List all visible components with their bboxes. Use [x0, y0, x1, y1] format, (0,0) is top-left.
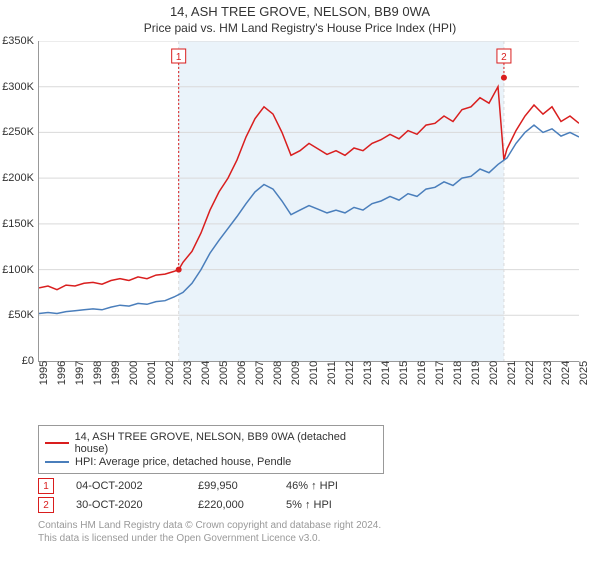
x-tick-label: 2006 — [236, 361, 248, 385]
y-tick-label: £200K — [2, 172, 34, 184]
footer: Contains HM Land Registry data © Crown c… — [38, 519, 600, 545]
sale-pct: 5% ↑ HPI — [286, 499, 366, 511]
sales-table: 1 04-OCT-2002 £99,950 46% ↑ HPI 2 30-OCT-2020… — [38, 478, 600, 513]
x-tick-label: 2022 — [524, 361, 536, 385]
footer-line: Contains HM Land Registry data © Crown c… — [38, 519, 600, 532]
legend-row: 14, ASH TREE GROVE, NELSON, BB9 0WA (det… — [45, 431, 377, 455]
x-tick-label: 2017 — [434, 361, 446, 385]
legend-label: 14, ASH TREE GROVE, NELSON, BB9 0WA (det… — [75, 431, 377, 455]
x-tick-label: 2000 — [128, 361, 140, 385]
x-tick-label: 2007 — [254, 361, 266, 385]
legend-row: HPI: Average price, detached house, Pend… — [45, 456, 377, 468]
x-tick-label: 2014 — [380, 361, 392, 385]
sale-row: 1 04-OCT-2002 £99,950 46% ↑ HPI — [38, 478, 600, 494]
y-tick-label: £350K — [2, 35, 34, 47]
sale-price: £99,950 — [198, 480, 264, 492]
plot-area: 12 — [38, 41, 579, 362]
chart-subtitle: Price paid vs. HM Land Registry's House … — [0, 21, 600, 35]
legend-swatch — [45, 442, 69, 444]
x-tick-label: 2011 — [326, 361, 338, 385]
sale-marker-box: 1 — [38, 478, 54, 494]
sale-date: 30-OCT-2020 — [76, 499, 176, 511]
sale-pct: 46% ↑ HPI — [286, 480, 366, 492]
y-axis: £0£50K£100K£150K£200K£250K£300K£350K — [0, 41, 36, 361]
sale-price: £220,000 — [198, 499, 264, 511]
x-tick-label: 2001 — [146, 361, 158, 385]
x-tick-label: 2020 — [488, 361, 500, 385]
legend: 14, ASH TREE GROVE, NELSON, BB9 0WA (det… — [38, 425, 384, 474]
y-tick-label: £0 — [22, 355, 34, 367]
legend-swatch — [45, 461, 69, 463]
x-tick-label: 2025 — [578, 361, 590, 385]
x-tick-label: 2015 — [398, 361, 410, 385]
sale-row: 2 30-OCT-2020 £220,000 5% ↑ HPI — [38, 497, 600, 513]
x-tick-label: 2008 — [272, 361, 284, 385]
x-tick-label: 2021 — [506, 361, 518, 385]
footer-line: This data is licensed under the Open Gov… — [38, 532, 600, 545]
x-tick-label: 2024 — [560, 361, 572, 385]
chart-container: £0£50K£100K£150K£200K£250K£300K£350K 12 … — [38, 41, 598, 421]
x-tick-label: 1997 — [74, 361, 86, 385]
y-tick-label: £50K — [8, 309, 34, 321]
x-tick-label: 2013 — [362, 361, 374, 385]
x-tick-label: 1998 — [92, 361, 104, 385]
x-tick-label: 2009 — [290, 361, 302, 385]
x-tick-label: 2002 — [164, 361, 176, 385]
x-tick-label: 2023 — [542, 361, 554, 385]
x-tick-label: 2010 — [308, 361, 320, 385]
y-tick-label: £100K — [2, 264, 34, 276]
sale-marker-box: 2 — [38, 497, 54, 513]
y-tick-label: £300K — [2, 81, 34, 93]
x-tick-label: 2012 — [344, 361, 356, 385]
svg-text:1: 1 — [176, 52, 182, 63]
x-tick-label: 1999 — [110, 361, 122, 385]
sale-date: 04-OCT-2002 — [76, 480, 176, 492]
y-tick-label: £250K — [2, 126, 34, 138]
chart-title: 14, ASH TREE GROVE, NELSON, BB9 0WA — [0, 4, 600, 19]
legend-label: HPI: Average price, detached house, Pend… — [75, 456, 291, 468]
x-tick-label: 2003 — [182, 361, 194, 385]
x-axis: 1995 1996 1997 1998 1999 2000 2001 2002 2003 2004… — [38, 363, 578, 413]
x-tick-label: 1995 — [38, 361, 50, 385]
x-tick-label: 2004 — [200, 361, 212, 385]
plot-svg: 12 — [39, 41, 579, 361]
x-tick-label: 2018 — [452, 361, 464, 385]
x-tick-label: 1996 — [56, 361, 68, 385]
svg-text:2: 2 — [501, 52, 507, 63]
x-tick-label: 2005 — [218, 361, 230, 385]
x-tick-label: 2019 — [470, 361, 482, 385]
y-tick-label: £150K — [2, 218, 34, 230]
x-tick-label: 2016 — [416, 361, 428, 385]
